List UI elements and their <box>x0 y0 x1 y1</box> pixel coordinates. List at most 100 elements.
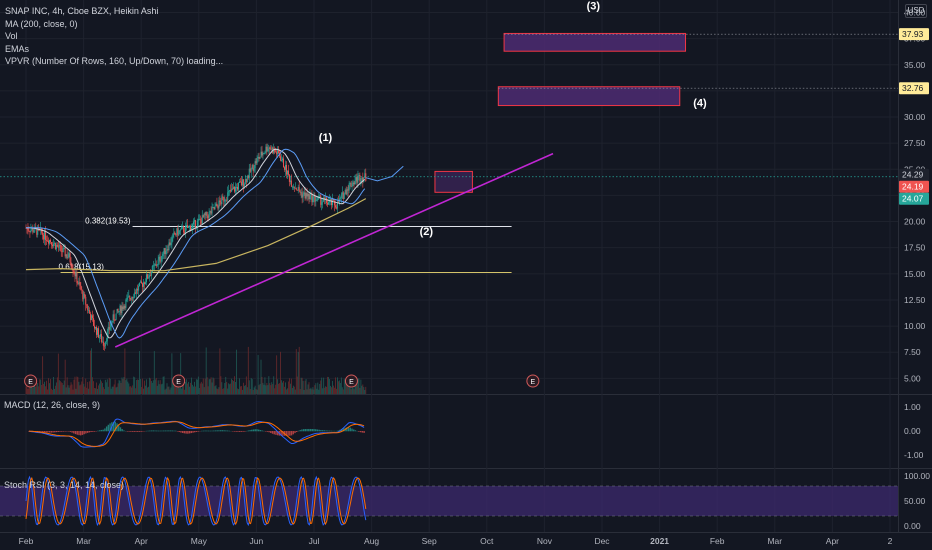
volume-bar <box>170 387 172 394</box>
legend-ma[interactable]: MA (200, close, 0) <box>5 18 78 29</box>
candle-body <box>358 175 360 176</box>
volume-bar <box>204 378 206 394</box>
candle-body <box>257 157 259 159</box>
macd-histogram-bar <box>287 431 289 436</box>
macd-histogram-bar <box>138 431 141 432</box>
volume-bar <box>267 385 269 394</box>
macd-histogram-bar <box>207 430 210 432</box>
volume-bar <box>132 385 134 394</box>
candle-body <box>83 293 85 300</box>
volume-bar <box>152 380 154 394</box>
volume-bar <box>124 348 126 394</box>
volume-bar <box>342 389 344 394</box>
volume-bar <box>59 381 61 394</box>
volume-bar <box>42 356 44 394</box>
macd-histogram-bar <box>61 431 63 432</box>
candle-body <box>138 286 140 291</box>
price-tick-label: 7.50 <box>904 347 921 357</box>
candle-body <box>174 232 176 235</box>
candle-body <box>53 242 55 244</box>
volume-bar <box>177 382 179 394</box>
candle-body <box>192 221 194 225</box>
legend-vpvr[interactable]: VPVR (Number Of Rows, 160, Up/Down, 70) … <box>5 56 224 66</box>
volume-bar <box>87 382 89 394</box>
candle-body <box>163 248 165 254</box>
volume-bar <box>237 388 238 394</box>
volume-bar <box>154 379 156 394</box>
candle-body <box>91 315 93 321</box>
price-tick-label: 12.50 <box>904 295 926 305</box>
volume-bar <box>221 382 223 394</box>
volume-bar <box>236 349 237 394</box>
macd-histogram-bar <box>173 430 175 432</box>
volume-bar <box>123 377 125 394</box>
volume-bar <box>50 378 51 394</box>
macd-histogram-bar <box>161 430 163 432</box>
legend-title[interactable]: SNAP INC, 4h, Cboe BZX, Heikin Ashi <box>5 6 159 16</box>
volume-bar <box>365 386 367 394</box>
candle-body <box>158 256 160 260</box>
trendline[interactable] <box>114 152 554 348</box>
macd-histogram-bar <box>256 429 258 432</box>
volume-bar <box>218 387 220 394</box>
volume-bar <box>279 383 281 394</box>
volume-bar <box>56 377 58 394</box>
macd-histogram-bar <box>168 430 170 432</box>
price-tick-label: 10.00 <box>904 321 926 331</box>
volume-bar <box>360 379 362 394</box>
volume-bar <box>246 387 248 394</box>
volume-bar <box>85 378 87 394</box>
volume-bar <box>95 388 96 394</box>
volume-bar <box>335 377 336 394</box>
candle-body <box>76 272 78 283</box>
volume-bar <box>223 388 225 394</box>
time-axis[interactable]: Feb Mar Apr May Jun Jul Aug Sep Oct Nov Dec 2021 Feb… <box>19 536 893 546</box>
macd-histogram-bar <box>121 429 123 432</box>
volume-bar <box>325 386 327 394</box>
candle-body <box>308 193 310 200</box>
volume-bar <box>272 384 274 394</box>
macd-histogram-bar <box>85 431 87 434</box>
macd-histogram-bar <box>195 431 198 432</box>
candle-body <box>88 310 90 311</box>
volume-bar <box>278 383 280 394</box>
stoch-label[interactable]: Stoch RSI (3, 3, 14, 14, close) <box>4 480 125 490</box>
volume-bar <box>351 387 353 394</box>
candle-body <box>176 228 178 235</box>
legend-vol[interactable]: Vol <box>5 31 18 41</box>
volume-bar <box>229 384 231 394</box>
macd-histogram-bar <box>135 431 137 432</box>
candle-body <box>283 158 285 168</box>
macd-histogram-bar <box>188 431 191 434</box>
volume-bar <box>251 379 253 394</box>
volume-bar <box>125 380 127 394</box>
candle-body <box>155 264 157 266</box>
macd-pane: 1.00 0.00 -1.00 <box>28 402 924 460</box>
legend-emas[interactable]: EMAs <box>5 43 30 54</box>
macd-histogram-bar <box>266 431 269 432</box>
fib-label: 0.618(15.13) <box>59 262 105 271</box>
volume-bar <box>361 385 363 394</box>
macd-histogram-bar <box>57 431 59 432</box>
candle-body <box>311 193 313 203</box>
macd-label[interactable]: MACD (12, 26, close, 9) <box>4 400 101 410</box>
projection-line <box>365 165 404 182</box>
macd-histogram-bar <box>347 427 350 432</box>
volume-bar <box>128 383 130 394</box>
volume-bar <box>225 376 227 394</box>
volume-bar <box>109 378 111 394</box>
candle-body <box>288 174 290 182</box>
macd-histogram-bar <box>180 431 182 433</box>
candle-body <box>167 249 169 251</box>
macd-histogram-bar <box>273 431 275 435</box>
macd-histogram-bar <box>268 431 270 433</box>
volume-bar <box>294 389 296 394</box>
volume-bar <box>88 388 90 394</box>
volume-bar <box>81 381 83 394</box>
currency-badge[interactable]: USD <box>905 4 927 18</box>
volume-bar <box>345 381 347 394</box>
volume-bar <box>329 379 330 394</box>
volume-bar <box>151 382 153 394</box>
